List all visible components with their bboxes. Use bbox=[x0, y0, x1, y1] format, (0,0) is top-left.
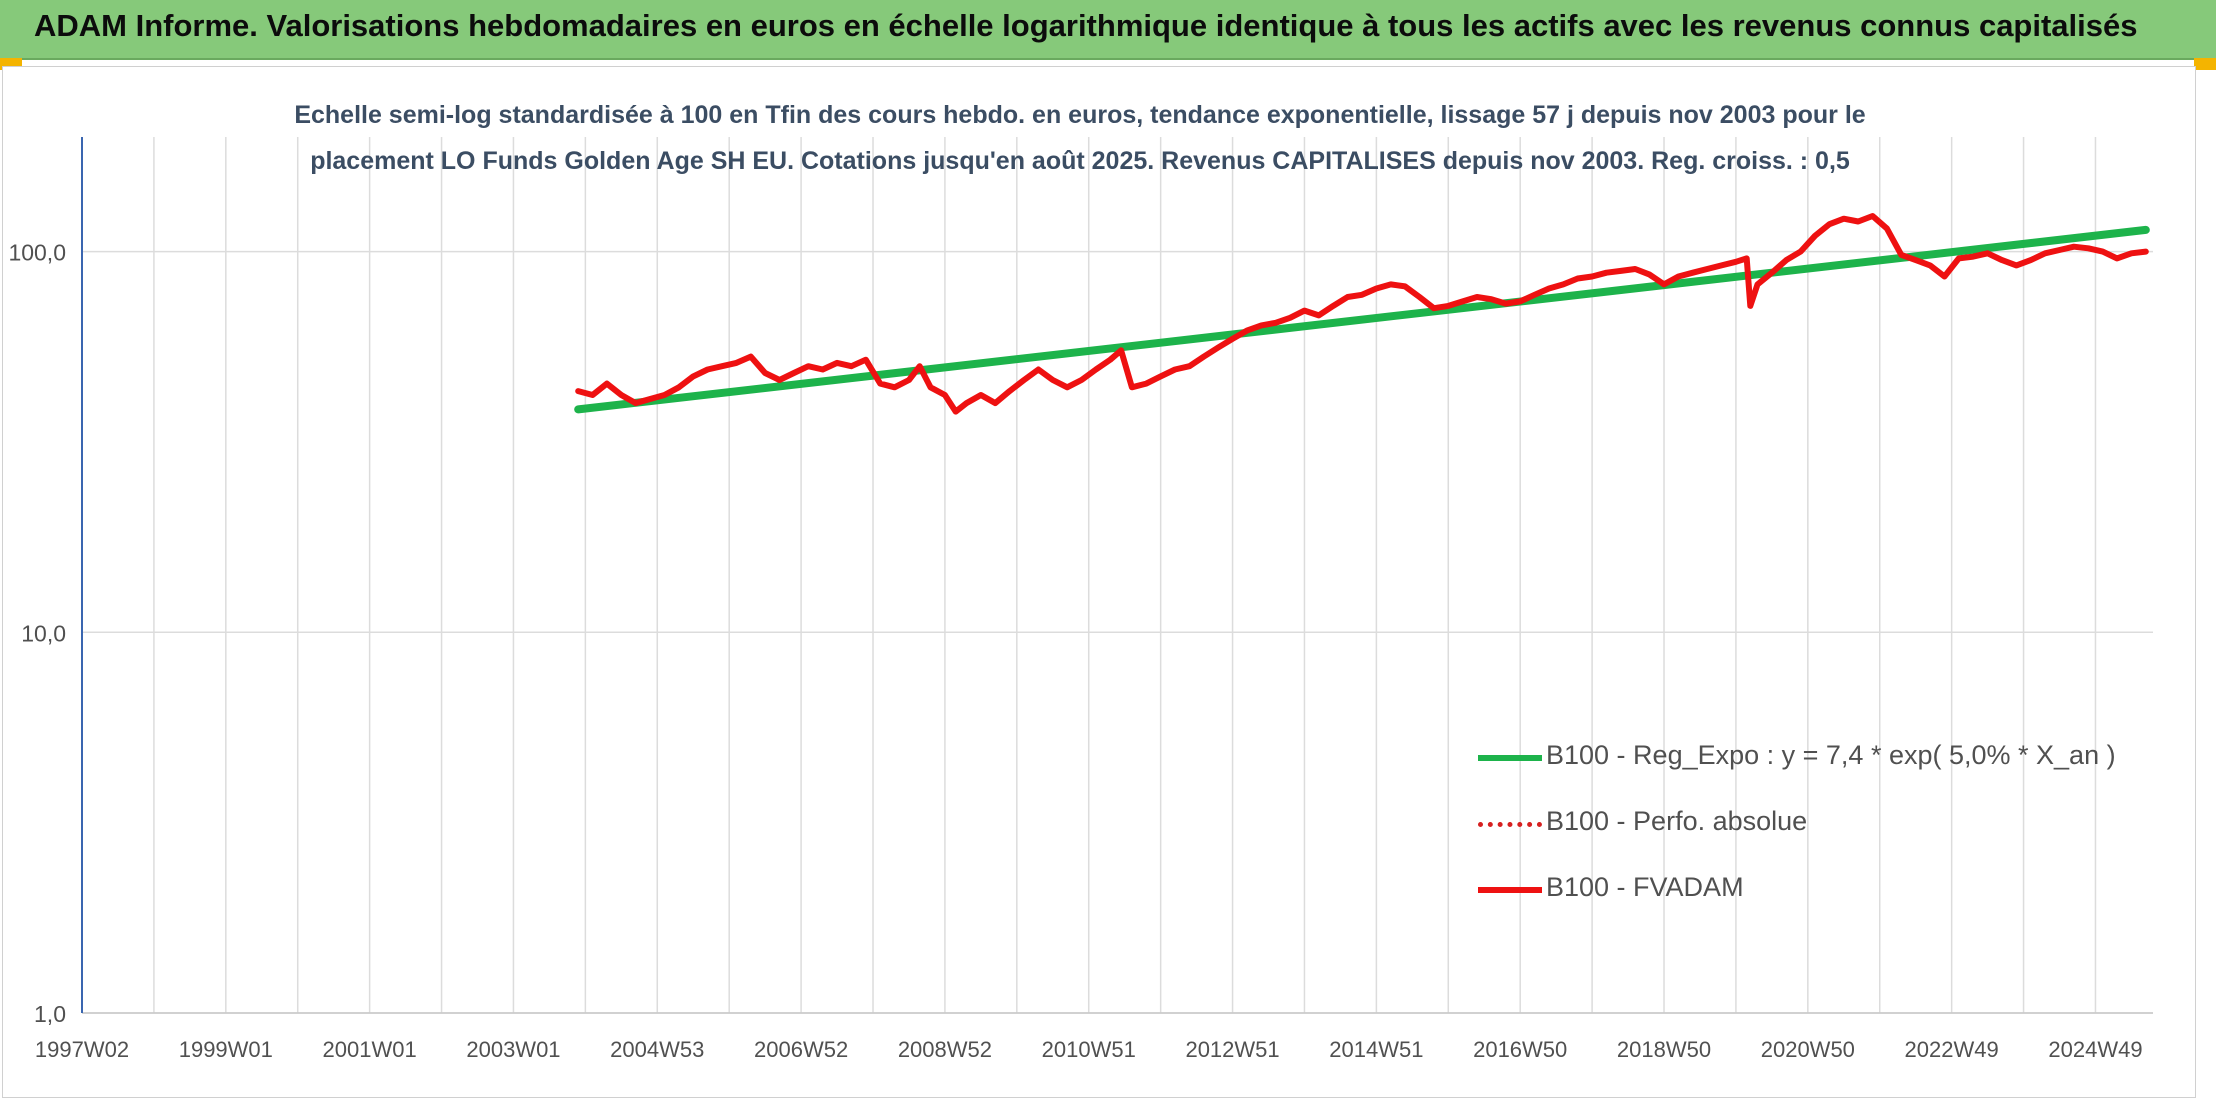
x-tick-label: 2012W51 bbox=[1185, 1037, 1279, 1062]
x-tick-label: 2010W51 bbox=[1042, 1037, 1136, 1062]
x-tick-label: 1999W01 bbox=[179, 1037, 273, 1062]
x-tick-label: 2004W53 bbox=[610, 1037, 704, 1062]
y-tick-label: 10,0 bbox=[21, 620, 66, 646]
x-tick-label: 2022W49 bbox=[1905, 1037, 1999, 1062]
page-title: ADAM Informe. Valorisations hebdomadaire… bbox=[34, 8, 2138, 43]
x-tick-label: 2001W01 bbox=[323, 1037, 417, 1062]
x-tick-label: 1997W02 bbox=[35, 1037, 129, 1062]
chart-frame bbox=[2, 66, 2196, 1098]
legend-swatch-fvadam bbox=[1478, 887, 1542, 893]
y-tick-label: 1,0 bbox=[34, 1001, 66, 1027]
x-tick-label: 2003W01 bbox=[466, 1037, 560, 1062]
legend-swatch-perfo bbox=[1478, 822, 1542, 827]
chart-title: Echelle semi-log standardisée à 100 en T… bbox=[230, 92, 1930, 184]
chart-title-line-2: placement LO Funds Golden Age SH EU. Cot… bbox=[310, 147, 1850, 175]
y-tick-label: 100,0 bbox=[8, 240, 66, 266]
legend-label-fvadam: B100 - FVADAM bbox=[1546, 872, 1744, 902]
legend-label-perfo: B100 - Perfo. absolue bbox=[1546, 806, 1808, 836]
x-tick-label: 2014W51 bbox=[1329, 1037, 1423, 1062]
x-tick-label: 2024W49 bbox=[2048, 1037, 2142, 1062]
x-tick-label: 2018W50 bbox=[1617, 1037, 1711, 1062]
series-line-0 bbox=[574, 225, 2150, 414]
chart-title-line-1: Echelle semi-log standardisée à 100 en T… bbox=[294, 101, 1866, 129]
x-tick-label: 2008W52 bbox=[898, 1037, 992, 1062]
x-tick-label: 2020W50 bbox=[1761, 1037, 1855, 1062]
corner-accent-top-right bbox=[2194, 58, 2216, 70]
x-tick-label: 2006W52 bbox=[754, 1037, 848, 1062]
legend-label-trend: B100 - Reg_Expo : y = 7,4 * exp( 5,0% * … bbox=[1546, 740, 2116, 770]
x-tick-label: 2016W50 bbox=[1473, 1037, 1567, 1062]
header-banner: ADAM Informe. Valorisations hebdomadaire… bbox=[0, 0, 2216, 60]
legend-swatch-trend bbox=[1478, 755, 1542, 761]
series-line-2 bbox=[575, 213, 2149, 415]
